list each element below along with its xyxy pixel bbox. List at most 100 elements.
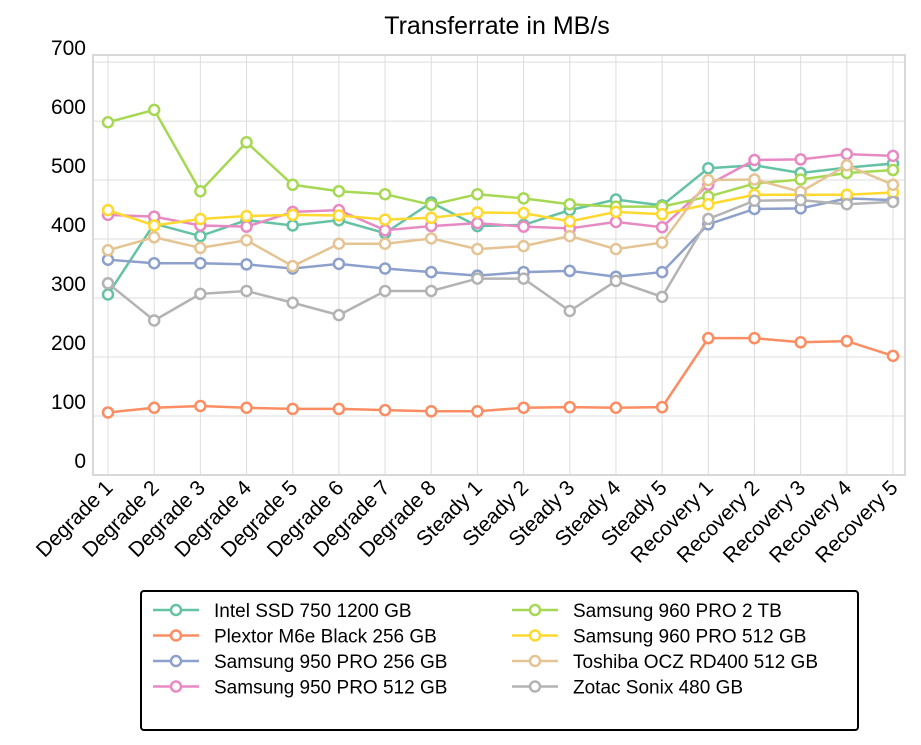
data-point [332, 308, 346, 322]
data-point [886, 349, 900, 363]
data-point [240, 258, 253, 271]
data-point [286, 402, 299, 416]
data-point [563, 197, 577, 211]
legend-marker [528, 654, 542, 668]
data-point [563, 264, 577, 278]
data-point [101, 288, 115, 301]
data-point [748, 173, 761, 186]
series-samsung-960-pro-512-gb [101, 186, 900, 232]
legend-label: Zotac Sonix 480 GB [573, 678, 743, 699]
data-point [609, 215, 623, 229]
series-line [107, 198, 894, 322]
series-samsung-950-pro-512-gb [101, 147, 900, 237]
data-point [286, 259, 299, 273]
data-point [655, 400, 669, 414]
data-point [794, 336, 807, 349]
data-point [886, 178, 900, 192]
data-point [378, 262, 392, 275]
data-point [794, 193, 807, 207]
data-point [147, 231, 161, 244]
legend-label: Intel SSD 750 1200 GB [214, 601, 412, 622]
data-point [702, 162, 715, 175]
data-point [424, 232, 438, 245]
data-point [794, 173, 807, 186]
legend-label: Toshiba OCZ RD400 512 GB [573, 652, 818, 673]
data-point [147, 314, 161, 327]
y-tick-label: 0 [74, 450, 86, 473]
data-point [194, 287, 207, 301]
data-point [424, 211, 438, 225]
legend-item: Intel SSD 750 1200 GB [153, 601, 412, 622]
data-point [424, 198, 438, 212]
legend-item: Zotac Sonix 480 GB [512, 678, 743, 699]
data-point [471, 216, 484, 230]
data-point [655, 290, 669, 304]
data-point [748, 331, 761, 345]
data-point [840, 334, 854, 348]
legend-marker [169, 629, 183, 642]
data-point [840, 197, 854, 211]
data-point [240, 284, 253, 298]
series-line [107, 163, 894, 268]
legend-item: Samsung 960 PRO 2 TB [512, 601, 782, 622]
data-point [609, 274, 623, 288]
data-point [194, 212, 207, 226]
y-tick-label: 500 [51, 155, 86, 178]
data-point [378, 403, 392, 417]
data-point [655, 220, 669, 234]
series-line [107, 108, 894, 208]
legend-label: Plextor M6e Black 256 GB [214, 627, 437, 648]
series-plextor-m6e-black-256-gb [101, 331, 900, 419]
data-point [286, 208, 299, 222]
series-line [107, 197, 894, 279]
data-point [332, 257, 346, 271]
data-point [840, 147, 854, 161]
plot-frame [92, 54, 906, 476]
data-point [194, 256, 207, 270]
data-point [194, 399, 207, 413]
data-point [609, 401, 623, 415]
data-point [101, 277, 115, 290]
data-point [194, 229, 207, 243]
data-point [147, 219, 161, 232]
data-point [194, 185, 207, 198]
y-tick-label: 200 [51, 332, 86, 355]
data-point [332, 209, 346, 222]
data-point [702, 212, 715, 226]
series-zotac-sonix-480-gb [101, 193, 900, 327]
data-point [378, 237, 392, 251]
data-point [101, 203, 115, 217]
legend-label: Samsung 960 PRO 512 GB [573, 627, 806, 648]
legend-marker [528, 603, 542, 617]
data-point [424, 265, 438, 279]
data-point [471, 206, 484, 219]
data-point [563, 400, 577, 414]
series-line [107, 191, 894, 227]
legend-box [140, 590, 859, 731]
data-point [194, 241, 207, 255]
data-point [147, 256, 161, 270]
legend-item: Plextor M6e Black 256 GB [153, 627, 437, 648]
data-point [286, 178, 299, 192]
y-tick-label: 100 [51, 391, 86, 414]
data-point [609, 205, 623, 219]
data-point [378, 213, 392, 226]
series-line [107, 336, 894, 414]
y-axis: 0 100 200 300 400 500 600 700 [51, 37, 86, 473]
data-point [563, 304, 577, 318]
data-point [471, 242, 484, 256]
data-point [517, 239, 530, 253]
data-point [748, 153, 761, 167]
data-point [147, 103, 161, 117]
data-point [332, 402, 346, 416]
legend-marker [169, 654, 183, 668]
legend-label: Samsung 950 PRO 256 GB [214, 652, 447, 673]
data-point [886, 163, 900, 177]
data-point [840, 159, 854, 172]
data-point [886, 149, 900, 163]
data-point [748, 194, 761, 207]
data-point [240, 233, 253, 247]
data-point [147, 401, 161, 415]
